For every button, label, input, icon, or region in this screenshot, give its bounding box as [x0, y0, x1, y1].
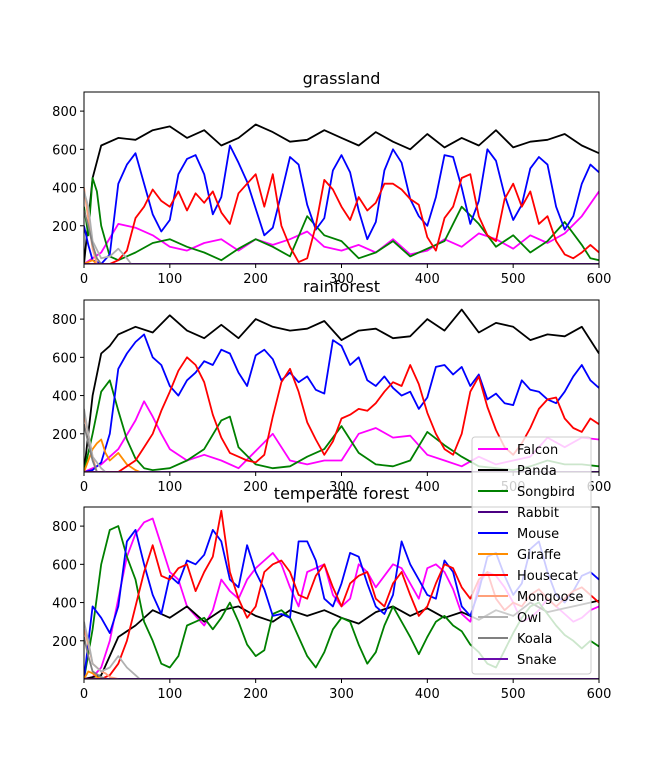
y-tick-label: 200 — [52, 428, 77, 443]
series-line-falcon — [84, 190, 599, 264]
series-line-owl — [84, 408, 107, 472]
legend-label: Mouse — [517, 527, 559, 542]
x-tick-label: 400 — [415, 480, 440, 495]
x-tick-label: 100 — [157, 272, 182, 287]
series-line-panda — [84, 123, 599, 264]
legend-label: Giraffe — [517, 548, 561, 563]
x-tick-label: 100 — [157, 480, 182, 495]
series-line-housecat — [84, 173, 599, 264]
legend-label: Snake — [517, 653, 557, 668]
x-tick-label: 500 — [501, 272, 526, 287]
legend-label: Mongoose — [517, 590, 583, 605]
x-tick-label: 0 — [80, 272, 88, 287]
series-line-mouse — [84, 333, 599, 472]
subplot-title: temperate forest — [274, 484, 409, 503]
legend-label: Owl — [517, 611, 541, 626]
x-tick-label: 600 — [587, 687, 612, 702]
x-tick-label: 300 — [329, 272, 354, 287]
y-tick-label: 200 — [52, 220, 77, 235]
y-tick-label: 400 — [52, 597, 77, 612]
x-tick-label: 400 — [415, 687, 440, 702]
legend-label: Falcon — [517, 443, 558, 458]
legend-label: Housecat — [517, 569, 578, 584]
series-line-koala — [84, 424, 98, 472]
y-tick-label: 600 — [52, 351, 77, 366]
legend-label: Songbird — [517, 485, 575, 500]
series-line-mouse — [84, 144, 599, 264]
x-tick-label: 500 — [501, 687, 526, 702]
y-tick-label: 400 — [52, 390, 77, 405]
y-tick-label: 800 — [52, 313, 77, 328]
y-tick-label: 400 — [52, 182, 77, 197]
x-tick-label: 300 — [329, 480, 354, 495]
x-tick-label: 300 — [329, 687, 354, 702]
x-tick-label: 0 — [80, 687, 88, 702]
x-tick-label: 200 — [243, 480, 268, 495]
x-tick-label: 0 — [80, 480, 88, 495]
series-line-owl — [84, 621, 141, 679]
subplot-title: rainforest — [303, 277, 380, 296]
subplot-title: grassland — [303, 69, 381, 88]
x-tick-label: 400 — [415, 272, 440, 287]
series-line-songbird — [84, 177, 599, 262]
y-tick-label: 800 — [52, 520, 77, 535]
legend-label: Rabbit — [517, 506, 559, 521]
legend: Falcon Panda Songbird Rabbit Mouse Giraffe Hou… — [471, 436, 592, 675]
legend-box — [471, 436, 592, 675]
x-tick-label: 200 — [243, 687, 268, 702]
legend-label: Koala — [517, 632, 552, 647]
series-line-koala — [84, 636, 106, 679]
x-tick-label: 600 — [587, 480, 612, 495]
y-tick-label: 800 — [52, 105, 77, 120]
axes-frame — [83, 91, 600, 265]
series-line-koala — [84, 210, 102, 264]
x-tick-label: 200 — [243, 272, 268, 287]
y-tick-label: 600 — [52, 143, 77, 158]
subplot-0: grassland 0 100 200 300 400 500 600 200 400 600 800 — [52, 69, 611, 287]
y-tick-label: 200 — [52, 635, 77, 650]
y-tick-label: 600 — [52, 558, 77, 573]
series-group — [84, 123, 599, 264]
series-line-giraffe — [84, 670, 102, 679]
x-tick-label: 600 — [587, 272, 612, 287]
series-line-giraffe — [84, 259, 98, 264]
series-line-owl — [84, 191, 132, 264]
series-line-panda — [84, 308, 599, 472]
legend-label: Panda — [517, 464, 557, 479]
x-tick-label: 100 — [157, 687, 182, 702]
